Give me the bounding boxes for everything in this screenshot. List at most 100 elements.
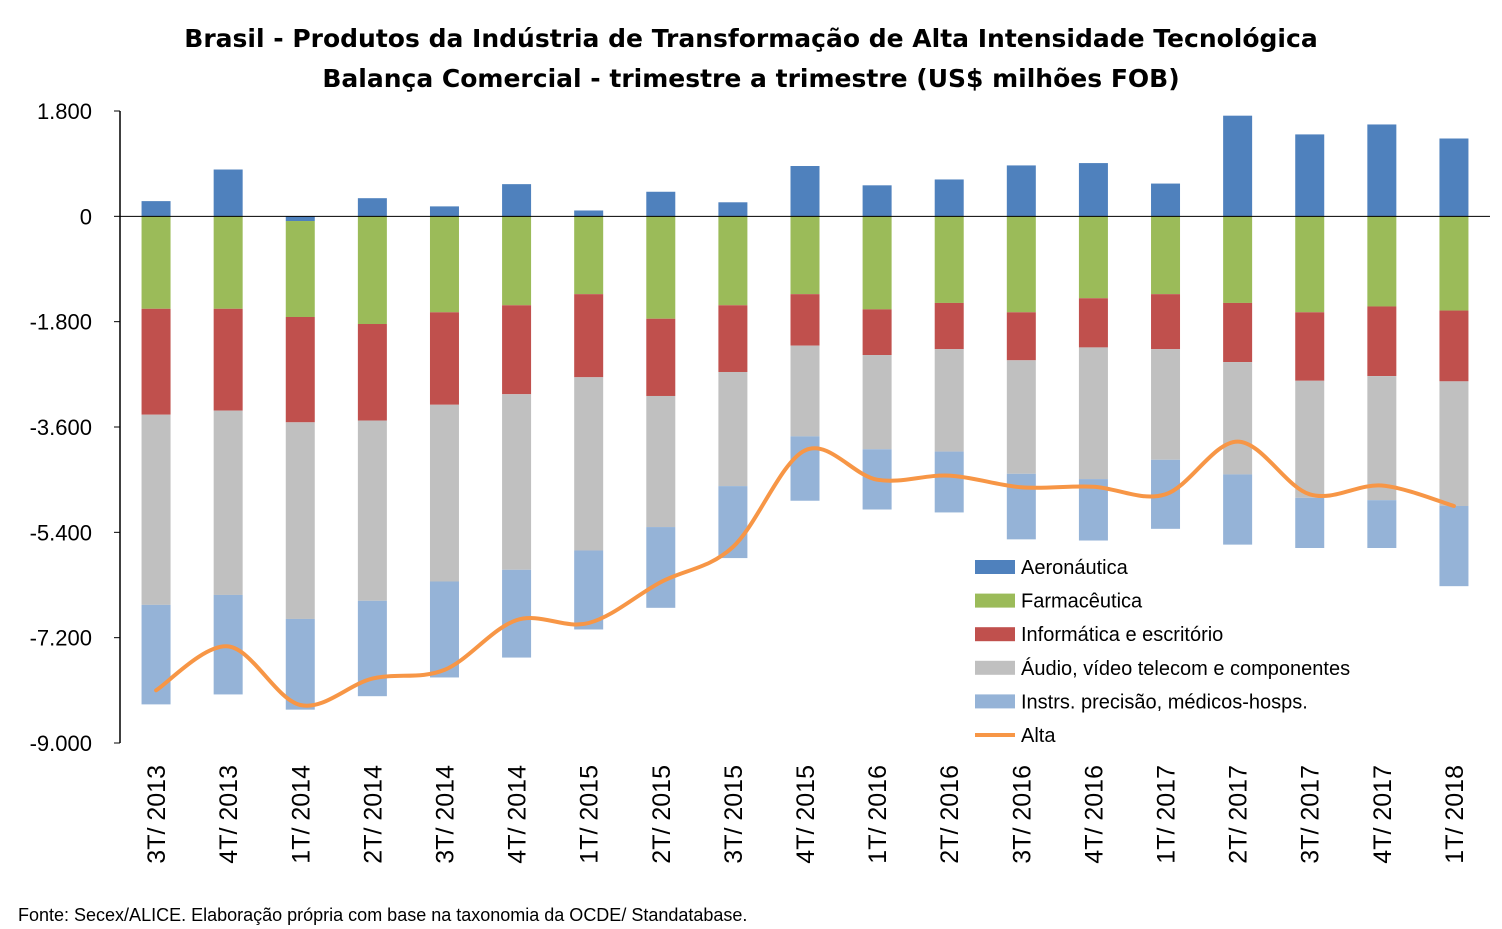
bar-segment xyxy=(1295,216,1325,313)
x-tick-label: 4T/ 2013 xyxy=(215,765,243,864)
bar-segment xyxy=(213,410,243,595)
legend-label: Instrs. precisão, médicos-hosps. xyxy=(1021,691,1308,713)
y-tick-label: -9.000 xyxy=(30,731,92,756)
bar-segment xyxy=(429,312,459,405)
bar-segment xyxy=(357,420,387,601)
bar-segment xyxy=(934,216,964,303)
bar-segment xyxy=(1006,360,1036,474)
bar-segment xyxy=(1439,310,1469,382)
bar-segment xyxy=(1151,349,1181,460)
bar-segment xyxy=(1367,216,1397,307)
bar-segment xyxy=(646,395,676,528)
bar-segment xyxy=(718,202,748,217)
bar-segment xyxy=(646,318,676,396)
legend-label: Informática e escritório xyxy=(1021,624,1223,646)
legend-swatch xyxy=(975,593,1015,608)
x-tick-label: 3T/ 2013 xyxy=(143,765,171,864)
x-tick-label: 3T/ 2015 xyxy=(720,765,748,864)
bar-segment xyxy=(1078,163,1108,217)
bar-segment xyxy=(1006,165,1036,217)
bar-segment xyxy=(141,216,171,309)
legend-background xyxy=(960,548,1420,753)
y-tick-label: 0 xyxy=(80,204,92,229)
bar-segment xyxy=(1006,312,1036,361)
bar-segment xyxy=(574,550,604,630)
bar-segment xyxy=(1439,138,1469,217)
legend-swatch xyxy=(975,694,1015,709)
bar-segment xyxy=(1223,474,1253,545)
y-tick-label: -7.200 xyxy=(30,626,92,651)
x-tick-label: 1T/ 2016 xyxy=(864,765,892,864)
bar-segment xyxy=(574,216,604,295)
x-tick-label: 1T/ 2018 xyxy=(1441,765,1469,864)
bar-segment xyxy=(285,221,315,317)
x-axis-ticks: 3T/ 2013 4T/ 2013 1T/ 2014 2T/ 2014 3T/ 2014… xyxy=(143,765,1469,864)
x-tick-label: 2T/ 2015 xyxy=(648,765,676,864)
x-tick-label: 1T/ 2017 xyxy=(1153,765,1181,864)
bar-segment xyxy=(357,324,387,421)
legend-label: Farmacêutica xyxy=(1021,591,1143,613)
bars xyxy=(141,115,1469,710)
bar-segment xyxy=(1151,216,1181,295)
bar-segment xyxy=(574,377,604,551)
bar-segment xyxy=(646,527,676,608)
bar-segment xyxy=(1006,473,1036,540)
bar-segment xyxy=(1439,216,1469,311)
bar-segment xyxy=(285,216,315,222)
bar-segment xyxy=(1006,216,1036,313)
bar-segment xyxy=(429,206,459,217)
bar-segment xyxy=(502,305,532,395)
bar-segment xyxy=(213,308,243,411)
x-tick-label: 4T/ 2015 xyxy=(792,765,820,864)
bar-segment xyxy=(862,309,892,356)
bar-segment xyxy=(357,216,387,325)
y-axis-ticks: 1.800 0 -1.800 -3.600 -5.400 -7.200 -9.000 xyxy=(30,99,120,756)
legend-swatch xyxy=(975,627,1015,642)
bar-segment xyxy=(1295,312,1325,381)
bar-segment xyxy=(502,184,532,217)
x-tick-label: 4T/ 2017 xyxy=(1369,765,1397,864)
bar-segment xyxy=(646,216,676,319)
bar-segment xyxy=(934,451,964,513)
bar-segment xyxy=(429,581,459,678)
bar-segment xyxy=(934,302,964,350)
bar-segment xyxy=(1367,124,1397,217)
legend-label: Alta xyxy=(1021,725,1056,747)
bar-segment xyxy=(790,294,820,346)
bar-segment xyxy=(141,201,171,217)
bar-segment xyxy=(934,349,964,452)
bar-segment xyxy=(141,414,171,605)
bar-segment xyxy=(1223,302,1253,363)
x-tick-label: 1T/ 2015 xyxy=(576,765,604,864)
x-tick-label: 1T/ 2014 xyxy=(287,765,315,864)
y-tick-label: 1.800 xyxy=(37,99,92,124)
bar-segment xyxy=(141,308,171,415)
bar-segment xyxy=(1223,115,1253,217)
bar-segment xyxy=(213,169,243,217)
legend-swatch xyxy=(975,560,1015,574)
bar-segment xyxy=(1223,216,1253,303)
bar-segment xyxy=(1223,362,1253,475)
bar-segment xyxy=(1151,294,1181,350)
x-tick-label: 3T/ 2017 xyxy=(1297,765,1325,864)
bar-segment xyxy=(1367,376,1397,501)
x-tick-label: 2T/ 2016 xyxy=(936,765,964,864)
bar-segment xyxy=(934,179,964,217)
legend: Aeronáutica Farmacêutica Informática e esc… xyxy=(975,557,1350,747)
bar-segment xyxy=(790,345,820,437)
bar-segment xyxy=(213,216,243,309)
bar-segment xyxy=(429,404,459,582)
bar-segment xyxy=(862,355,892,450)
bar-segment xyxy=(646,191,676,217)
bar-segment xyxy=(502,569,532,658)
bar-segment xyxy=(574,294,604,378)
bar-segment xyxy=(1439,381,1469,506)
bar-segment xyxy=(1439,506,1469,587)
legend-label: Aeronáutica xyxy=(1021,557,1129,579)
bar-segment xyxy=(718,216,748,306)
bar-segment xyxy=(285,618,315,710)
bar-segment xyxy=(1078,347,1108,480)
bar-segment xyxy=(141,604,171,705)
source-note: Fonte: Secex/ALICE. Elaboração própria c… xyxy=(18,905,747,925)
bar-segment xyxy=(285,422,315,619)
